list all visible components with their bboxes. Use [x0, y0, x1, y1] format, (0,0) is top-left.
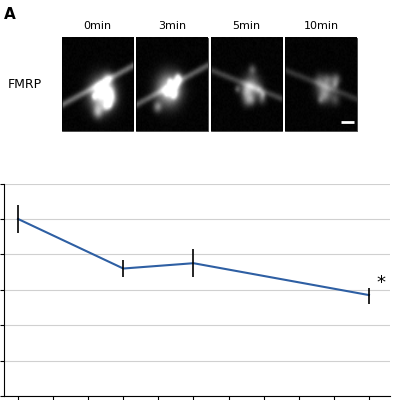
Text: 5min: 5min	[232, 21, 261, 31]
Bar	[211, 38, 282, 131]
Bar	[62, 38, 133, 131]
Bar	[136, 38, 208, 131]
Text: FMRP: FMRP	[8, 78, 42, 91]
Bar	[285, 38, 357, 131]
Text: 3min: 3min	[158, 21, 186, 31]
Text: *: *	[376, 274, 385, 292]
Text: 0min: 0min	[84, 21, 112, 31]
Text: A: A	[4, 7, 16, 22]
Text: 10min: 10min	[303, 21, 339, 31]
